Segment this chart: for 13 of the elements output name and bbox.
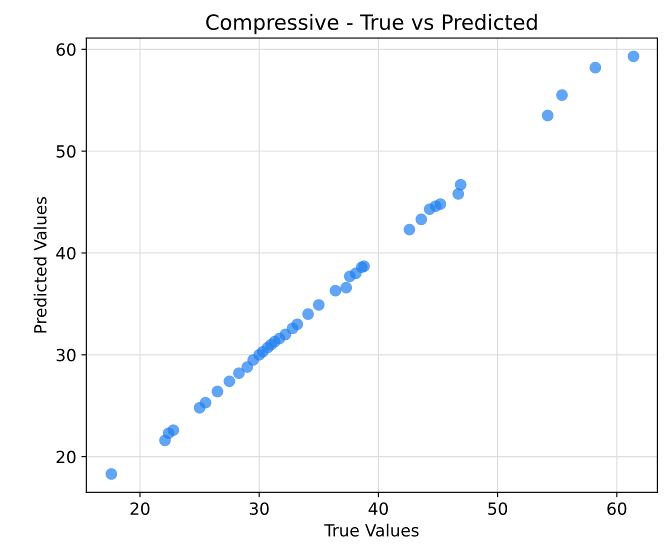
x-tick-label: 40 [368, 502, 388, 515]
y-tick-label: 50 [56, 145, 76, 158]
chart-title: Compressive - True vs Predicted [206, 14, 537, 34]
x-tick-label: 50 [488, 502, 508, 515]
y-tick-label: 30 [56, 348, 76, 362]
x-tick-label: 30 [250, 502, 269, 515]
x-tick-label: 60 [607, 502, 626, 515]
x-axis-title: True Values [324, 524, 419, 537]
y-tick-label: 40 [56, 246, 76, 260]
x-tick-label: 20 [130, 502, 150, 515]
y-axis-title: Predicted Values [34, 197, 47, 333]
y-tick-label: 20 [56, 450, 76, 464]
y-tick-label: 60 [56, 43, 76, 56]
